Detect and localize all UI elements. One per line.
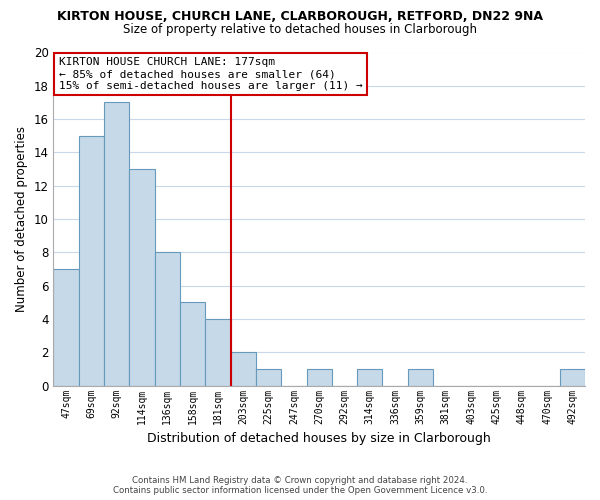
Bar — [560, 369, 585, 386]
Bar — [104, 102, 130, 386]
Bar — [155, 252, 180, 386]
Text: KIRTON HOUSE CHURCH LANE: 177sqm
← 85% of detached houses are smaller (64)
15% o: KIRTON HOUSE CHURCH LANE: 177sqm ← 85% o… — [59, 58, 362, 90]
Bar — [53, 269, 79, 386]
Text: Contains HM Land Registry data © Crown copyright and database right 2024.
Contai: Contains HM Land Registry data © Crown c… — [113, 476, 487, 495]
Text: KIRTON HOUSE, CHURCH LANE, CLARBOROUGH, RETFORD, DN22 9NA: KIRTON HOUSE, CHURCH LANE, CLARBOROUGH, … — [57, 10, 543, 23]
Bar — [130, 169, 155, 386]
X-axis label: Distribution of detached houses by size in Clarborough: Distribution of detached houses by size … — [148, 432, 491, 445]
Bar — [357, 369, 382, 386]
Text: Size of property relative to detached houses in Clarborough: Size of property relative to detached ho… — [123, 22, 477, 36]
Bar — [180, 302, 205, 386]
Bar — [230, 352, 256, 386]
Bar — [205, 319, 230, 386]
Y-axis label: Number of detached properties: Number of detached properties — [15, 126, 28, 312]
Bar — [307, 369, 332, 386]
Bar — [79, 136, 104, 386]
Bar — [408, 369, 433, 386]
Bar — [256, 369, 281, 386]
